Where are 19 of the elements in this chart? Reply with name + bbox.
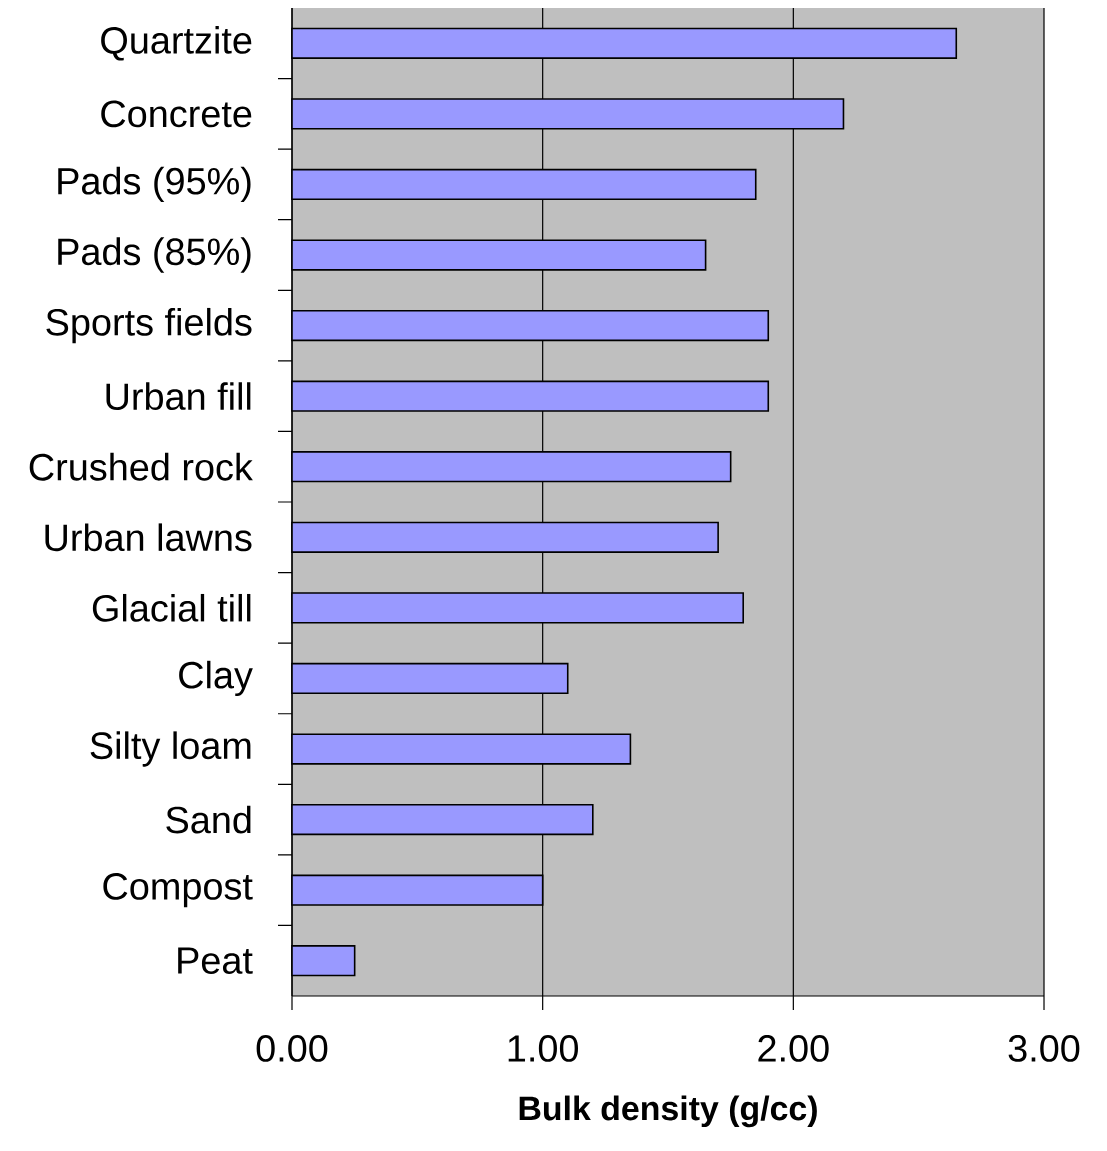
y-tick-label: Pads (95%) — [58, 166, 251, 203]
x-tick-label: 3.00 — [1008, 1035, 1080, 1062]
y-tick-label: Peat — [178, 947, 253, 974]
y-tick-label: Sand — [166, 805, 251, 834]
y-tick-label: Urban lawns — [45, 523, 252, 552]
y-tick-label: Crushed rock — [29, 452, 253, 481]
y-tick-label: Compost — [103, 873, 253, 908]
y-tick-label: Silty loam — [90, 731, 251, 767]
y-tick-label: Glacial till — [92, 593, 251, 622]
x-tick-label: 2.00 — [758, 1035, 829, 1062]
y-tick-label: Quartzite — [101, 25, 252, 61]
y-tick-label: Pads (85%) — [58, 237, 251, 273]
y-tick-label: Urban fill — [106, 382, 251, 411]
x-tick-label: 1.00 — [508, 1035, 579, 1062]
x-tick-label: 0.00 — [256, 1035, 328, 1062]
y-tick-label: Concrete — [101, 100, 252, 128]
x-axis-title: Bulk density (g/cc) — [519, 1095, 817, 1128]
y-tick-label: Sports fields — [46, 307, 252, 344]
y-tick-label: Clay — [179, 660, 253, 697]
